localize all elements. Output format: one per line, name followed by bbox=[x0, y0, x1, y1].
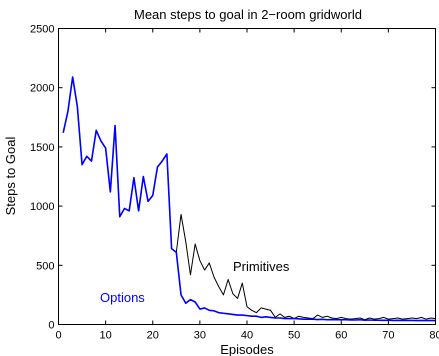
y-axis-label: Steps to Goal bbox=[3, 137, 18, 216]
x-tick-label: 80 bbox=[429, 330, 439, 342]
y-tick-label: 1500 bbox=[30, 142, 54, 154]
y-tick-label: 0 bbox=[48, 320, 54, 332]
x-tick-label: 10 bbox=[100, 330, 112, 342]
x-axis: 0 10 20 30 40 50 60 70 80 bbox=[55, 28, 439, 342]
x-tick-label: 70 bbox=[382, 330, 394, 342]
x-tick-label: 40 bbox=[241, 330, 253, 342]
primitives-annotation: Primitives bbox=[233, 259, 290, 274]
x-axis-label: Episodes bbox=[220, 342, 274, 356]
y-tick-label: 2500 bbox=[30, 24, 54, 36]
x-tick-label: 0 bbox=[55, 330, 61, 342]
x-tick-label: 20 bbox=[147, 330, 159, 342]
chart-title: Mean steps to goal in 2−room gridworld bbox=[134, 7, 362, 22]
y-tick-label: 2000 bbox=[30, 83, 54, 95]
y-axis: 0 500 1000 1500 2000 2500 bbox=[30, 24, 436, 332]
series-line-options bbox=[62, 76, 436, 322]
x-tick-label: 60 bbox=[335, 330, 347, 342]
x-tick-label: 30 bbox=[194, 330, 206, 342]
options-annotation: Options bbox=[100, 290, 145, 305]
y-tick-label: 1000 bbox=[30, 201, 54, 213]
y-tick-label: 500 bbox=[36, 260, 54, 272]
x-tick-label: 50 bbox=[288, 330, 300, 342]
plot-area bbox=[62, 76, 436, 322]
